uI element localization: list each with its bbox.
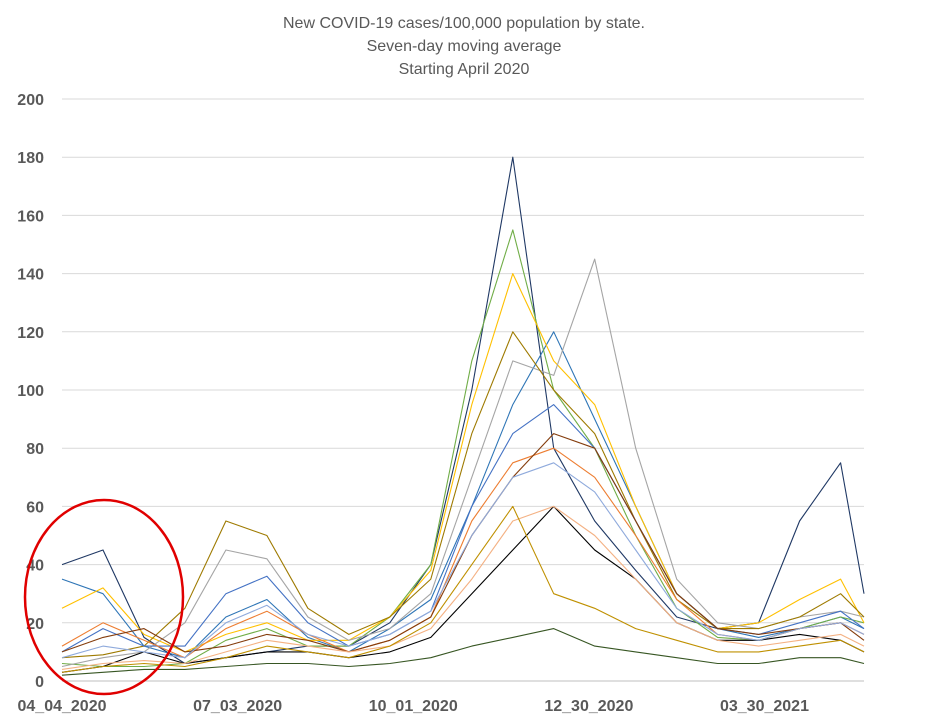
series-lines (61, 156, 865, 676)
y-tick-label: 60 (26, 499, 44, 516)
gridlines (62, 98, 864, 682)
series-line-12 (61, 462, 865, 659)
y-tick-label: 80 (26, 441, 44, 458)
series-line-10 (61, 505, 865, 673)
series-line-3 (61, 229, 865, 668)
y-tick-label: 200 (17, 92, 44, 109)
y-tick-label: 0 (35, 674, 44, 691)
series-line-14 (61, 505, 865, 673)
y-tick-label: 180 (17, 150, 44, 167)
y-tick-label: 120 (17, 325, 44, 342)
series-line-13 (61, 505, 865, 670)
x-tick-label: 07_03_2020 (193, 698, 282, 715)
y-tick-label: 140 (17, 267, 44, 284)
x-tick-label: 12_30_2020 (544, 698, 633, 715)
x-axis-tick-labels: 04_04_2020 07_03_2020 10_01_2020 12_30_2020… (18, 698, 810, 715)
chart-title: New COVID-19 cases/100,000 population by… (283, 15, 645, 78)
series-line-11 (61, 628, 865, 676)
x-tick-label: 04_04_2020 (18, 698, 107, 715)
highlight-ellipse (23, 498, 185, 696)
x-tick-label: 03_30_2021 (720, 698, 809, 715)
chart-title-line-2: Seven-day moving average (367, 38, 562, 55)
y-tick-label: 160 (17, 208, 44, 225)
series-line-5 (61, 258, 865, 668)
series-line-6 (61, 331, 865, 659)
chart-title-line-3: Starting April 2020 (399, 61, 530, 78)
y-tick-label: 20 (26, 616, 44, 633)
y-tick-label: 100 (17, 383, 44, 400)
chart-title-line-1: New COVID-19 cases/100,000 population by… (283, 15, 645, 32)
x-tick-label: 10_01_2020 (369, 698, 458, 715)
